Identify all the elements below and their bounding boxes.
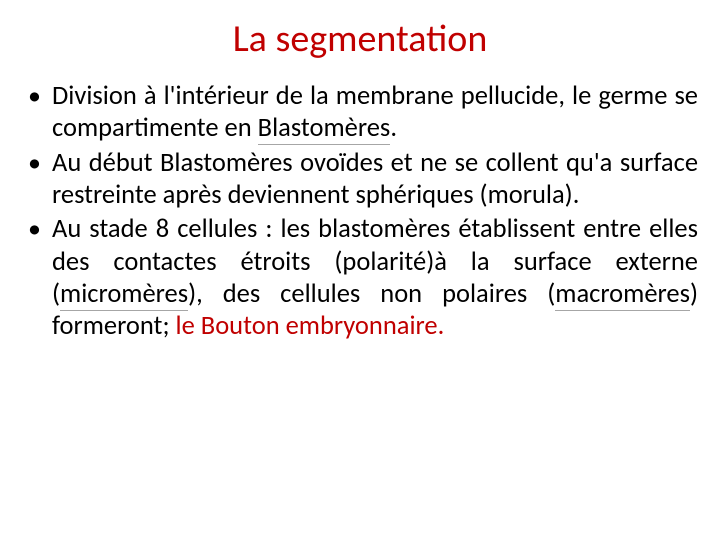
keyword-blastomeres: Blastomères [258,112,391,145]
bullet-text: ), des cellules non polaires ( [188,278,555,310]
bullet-item: Au stade 8 cellules : les blastomères ét… [22,213,698,342]
slide-title: La segmentation [22,16,698,62]
keyword-macromeres: macromères [555,278,690,311]
highlight-bouton-embryonnaire: le Bouton embryonnaire. [176,310,445,342]
bullet-text: Au début Blastomères ovoïdes et ne se co… [52,147,698,211]
slide: La segmentation Division à l'intérieur d… [0,0,720,540]
bullet-item: Au début Blastomères ovoïdes et ne se co… [22,147,698,212]
keyword-micromeres: micromères [60,278,188,311]
bullet-list: Division à l'intérieur de la membrane pe… [22,80,698,343]
bullet-item: Division à l'intérieur de la membrane pe… [22,80,698,145]
bullet-text: . [390,112,397,144]
